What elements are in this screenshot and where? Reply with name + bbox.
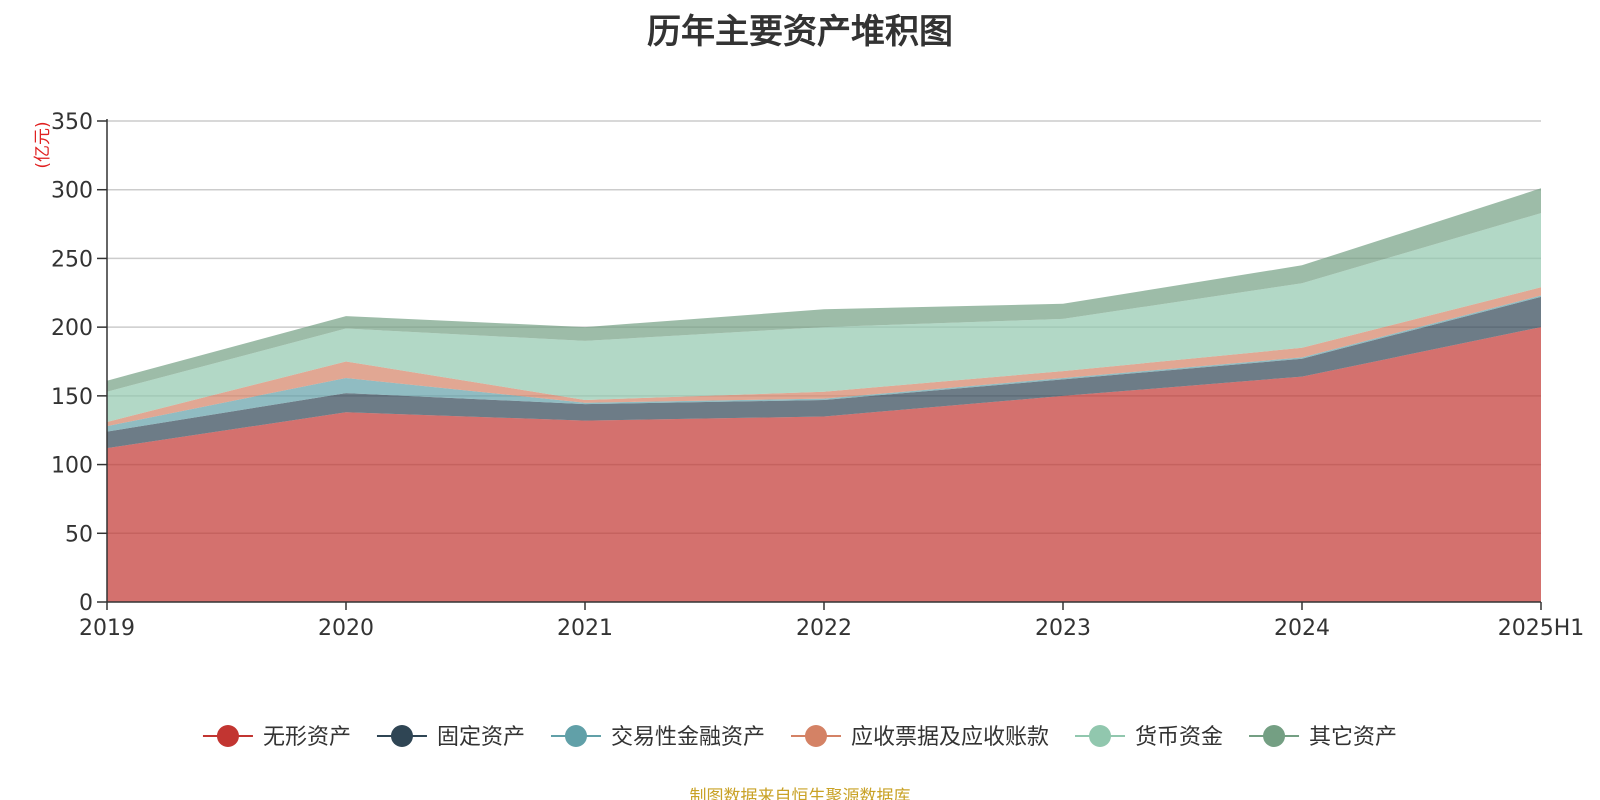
x-tick-label: 2019: [79, 616, 135, 641]
legend-label: 货币资金: [1135, 725, 1223, 750]
legend-item-3[interactable]: 交易性金融资产: [550, 725, 765, 750]
y-tick-label: 50: [65, 522, 93, 547]
x-tick-label: 2024: [1274, 616, 1330, 641]
legend-label: 应收票据及应收账款: [851, 725, 1049, 750]
area-series: [107, 188, 1541, 602]
area-series-2: [107, 296, 1541, 449]
x-tick-label: 2023: [1035, 616, 1091, 641]
legend-label: 其它资产: [1309, 725, 1397, 750]
area-series-4: [107, 287, 1541, 427]
y-tick-label: 350: [51, 110, 93, 135]
legend-label: 无形资产: [263, 725, 351, 750]
legend-label: 固定资产: [437, 725, 525, 750]
y-tick-label: 200: [51, 316, 93, 341]
legend-marker: [1089, 725, 1112, 747]
area-series-1: [107, 327, 1541, 602]
y-tick-label: 300: [51, 179, 93, 204]
legend-item-4[interactable]: 应收票据及应收账款: [791, 725, 1049, 750]
axes: 0 50 100 150 200 250 300 350 2019 2020 2021 2022 202…: [51, 110, 1584, 641]
area-series-6: [107, 188, 1541, 392]
x-tick-label: 2022: [796, 616, 852, 641]
y-tick-label: 100: [51, 454, 93, 479]
legend-item-5[interactable]: 货币资金: [1075, 725, 1223, 750]
chart-title: 历年主要资产堆积图: [647, 12, 953, 52]
legend-item-2[interactable]: 固定资产: [376, 725, 525, 750]
source-note: 制图数据来自恒生聚源数据库: [689, 787, 911, 800]
area-series-5: [107, 213, 1541, 422]
legend-item-1[interactable]: 无形资产: [202, 725, 351, 750]
y-tick-label: 150: [51, 385, 93, 410]
legend: 无形资产 固定资产 交易性金融资产 应收票据及应收账款 货币资金 其它资产: [202, 725, 1397, 750]
x-tick-label: 2020: [318, 616, 374, 641]
legend-marker: [390, 725, 413, 747]
x-tick-label: 2025H1: [1498, 616, 1585, 641]
legend-marker: [216, 725, 239, 747]
legend-item-6[interactable]: 其它资产: [1249, 725, 1397, 750]
legend-marker: [564, 725, 587, 747]
area-series-3: [107, 295, 1541, 432]
y-tick-label: 250: [51, 247, 93, 272]
y-axis-unit-label: (亿元): [33, 121, 53, 168]
legend-label: 交易性金融资产: [611, 725, 765, 750]
legend-marker: [805, 725, 827, 747]
x-tick-label: 2021: [557, 616, 613, 641]
legend-marker: [1263, 725, 1286, 747]
y-tick-label: 0: [79, 591, 93, 616]
